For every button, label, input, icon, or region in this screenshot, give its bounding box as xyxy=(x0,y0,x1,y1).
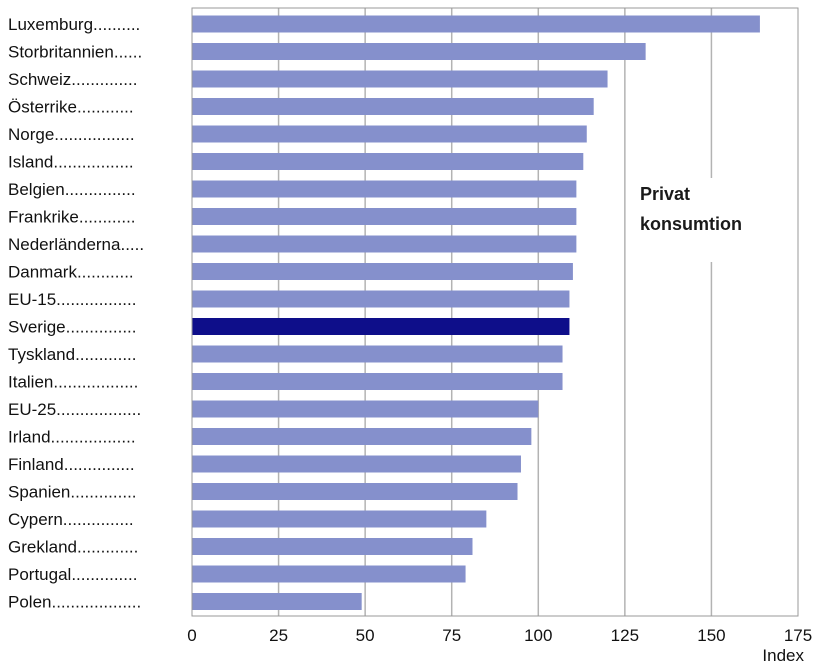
category-label: Frankrike............ xyxy=(8,208,136,227)
bar xyxy=(192,43,646,60)
bar xyxy=(192,428,532,445)
bar xyxy=(192,483,518,500)
bar xyxy=(192,153,584,170)
x-tick-labels: 0 25 50 75 100 125 150 175 xyxy=(187,626,812,645)
bar xyxy=(192,180,577,198)
x-tick-label: 150 xyxy=(697,626,725,645)
category-label: Grekland............. xyxy=(8,538,138,557)
bar xyxy=(192,400,539,418)
bar xyxy=(192,235,577,253)
bar xyxy=(192,538,473,555)
annotation-background xyxy=(630,178,780,262)
category-label: Irland.................. xyxy=(8,428,136,447)
bar xyxy=(192,208,577,225)
category-label: Storbritannien...... xyxy=(8,43,142,62)
category-label: Cypern............... xyxy=(8,510,134,529)
x-axis-label: Index xyxy=(762,646,804,665)
bar xyxy=(192,373,563,390)
category-label: EU-25.................. xyxy=(8,400,141,419)
category-label: Finland............... xyxy=(8,455,135,474)
bar xyxy=(192,70,608,88)
bar xyxy=(192,125,587,143)
category-label: EU-15................. xyxy=(8,290,136,309)
category-label: Island................. xyxy=(8,153,134,172)
bar xyxy=(192,98,594,115)
category-label: Österrike............ xyxy=(8,98,134,117)
x-tick-label: 100 xyxy=(524,626,552,645)
bars xyxy=(192,15,760,610)
x-tick-label: 50 xyxy=(356,626,375,645)
bar xyxy=(192,15,760,33)
x-tick-label: 25 xyxy=(269,626,288,645)
bar xyxy=(192,345,563,363)
category-label: Belgien............... xyxy=(8,180,136,199)
category-label: Tyskland............. xyxy=(8,345,137,364)
category-label: Portugal.............. xyxy=(8,565,137,584)
annotation-line-1: Privat xyxy=(640,184,690,204)
bar xyxy=(192,290,570,308)
x-tick-label: 75 xyxy=(442,626,461,645)
plot-frame xyxy=(191,7,799,617)
bar xyxy=(192,593,362,610)
bar xyxy=(192,455,521,473)
x-tick-label: 125 xyxy=(611,626,639,645)
category-label: Luxemburg.......... xyxy=(8,15,140,34)
category-label: Schweiz.............. xyxy=(8,70,137,89)
annotation-line-2: konsumtion xyxy=(640,214,742,234)
category-label: Norge................. xyxy=(8,125,135,144)
bar xyxy=(192,318,570,335)
category-label: Danmark............ xyxy=(8,263,134,282)
category-label: Italien.................. xyxy=(8,373,138,392)
x-tick-label: 0 xyxy=(187,626,196,645)
category-label: Sverige............... xyxy=(8,318,137,337)
annotation: Privat konsumtion xyxy=(630,178,780,262)
category-labels: Luxemburg.......... Storbritannien...... S… xyxy=(8,15,144,612)
bar xyxy=(192,565,466,583)
bar xyxy=(192,510,487,528)
bar xyxy=(192,263,573,280)
category-label: Nederländerna..... xyxy=(8,235,144,254)
x-tick-label: 175 xyxy=(784,626,812,645)
category-label: Polen................... xyxy=(8,593,141,612)
category-label: Spanien.............. xyxy=(8,483,137,502)
